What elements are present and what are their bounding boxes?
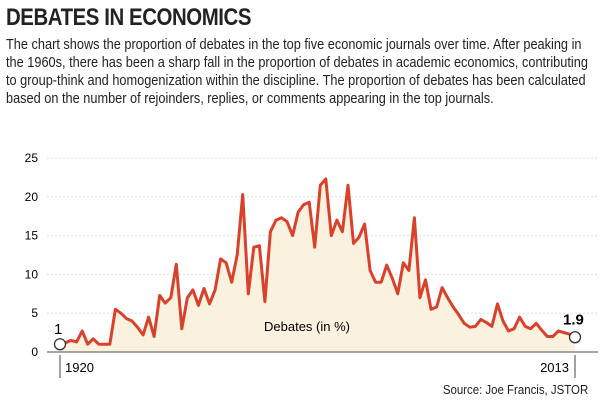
y-tick-label: 20 <box>25 190 39 204</box>
end-value-label: 1.9 <box>563 311 584 328</box>
end-marker <box>568 331 582 344</box>
y-tick-label: 10 <box>25 267 39 281</box>
start-marker <box>53 338 67 351</box>
chart-description: The chart shows the proportion of debate… <box>6 36 588 107</box>
chart-title: DEBATES IN ECONOMICS <box>6 4 252 31</box>
start-value-label: 1 <box>54 321 62 338</box>
x-tick-label-end: 2013 <box>540 360 569 375</box>
y-tick-label: 15 <box>25 229 39 243</box>
y-tick-label: 0 <box>31 345 38 359</box>
y-tick-label: 25 <box>25 151 39 165</box>
area-fill <box>60 179 575 352</box>
series-line <box>59 177 576 346</box>
x-tick-label-start: 1920 <box>65 360 94 375</box>
y-tick-label: 5 <box>31 306 38 320</box>
source-note: Source: Joe Francis, JSTOR <box>442 382 588 397</box>
series-label: Debates (in %) <box>264 319 350 334</box>
